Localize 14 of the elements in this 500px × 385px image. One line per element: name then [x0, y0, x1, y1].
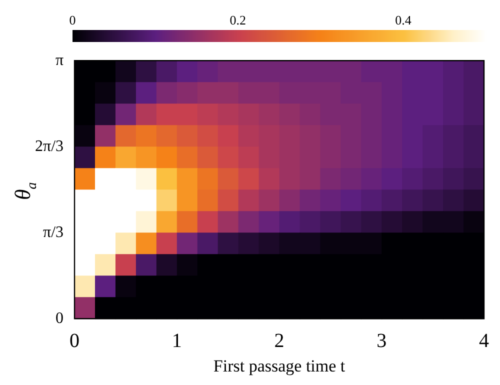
- x-axis-title: First passage time t: [213, 356, 346, 376]
- color-bar-label: 0: [69, 12, 76, 28]
- y-tick-label: π/3: [42, 224, 64, 241]
- x-tick-label: 3: [376, 330, 387, 352]
- x-tick-label: 4: [479, 330, 489, 352]
- x-tick-label: 0: [70, 330, 80, 352]
- y-axis-title: θa: [10, 182, 40, 200]
- y-tick-label: 0: [56, 310, 64, 327]
- x-tick-label: 2: [274, 330, 284, 352]
- y-tick-label: π: [55, 52, 64, 69]
- y-tick-label: 2π/3: [34, 138, 64, 155]
- color-bar-label: 0.2: [230, 12, 246, 28]
- color-bar-label: 0.4: [395, 12, 412, 28]
- x-tick-label: 1: [172, 330, 182, 352]
